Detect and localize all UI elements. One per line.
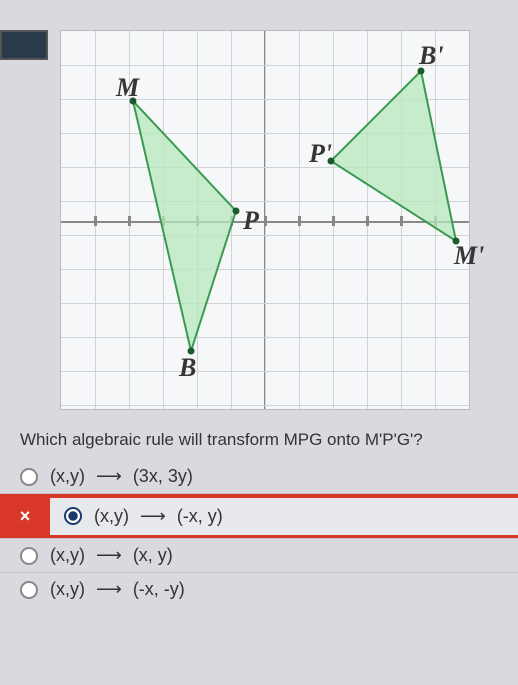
vertex-label: P [243,206,259,236]
option-a[interactable]: (x,y) ⟶ (3x, 3y) [0,460,518,493]
triangle-BpPpMp [331,71,456,241]
radio-c[interactable] [20,547,38,565]
option-text: (x,y) ⟶ (x, y) [50,545,173,566]
radio-d[interactable] [20,581,38,599]
vertex-label: P' [309,139,332,169]
vertex-label: B' [419,41,444,71]
option-text: (x,y) ⟶ (3x, 3y) [50,466,193,487]
options-list: (x,y) ⟶ (3x, 3y)× (x,y) ⟶ (-x, y) (x,y) ⟶ … [0,460,518,606]
thumbnail-strip [0,30,48,60]
triangle-MPB [133,101,236,351]
coordinate-graph: MPBB'P'M' [60,30,470,410]
radio-a[interactable] [20,468,38,486]
vertex-label: M' [454,241,484,271]
vertex-label: B [179,353,196,383]
option-d[interactable]: (x,y) ⟶ (-x, -y) [0,572,518,606]
vertex-label: M [116,73,139,103]
question-text: Which algebraic rule will transform MPG … [20,430,518,450]
wrong-icon: × [0,494,50,538]
option-text: (x,y) ⟶ (-x, -y) [50,579,185,600]
radio-b[interactable] [64,507,82,525]
option-b[interactable]: × (x,y) ⟶ (-x, y) [0,493,518,538]
option-c[interactable]: (x,y) ⟶ (x, y) [0,538,518,572]
option-text: (x,y) ⟶ (-x, y) [94,506,223,527]
